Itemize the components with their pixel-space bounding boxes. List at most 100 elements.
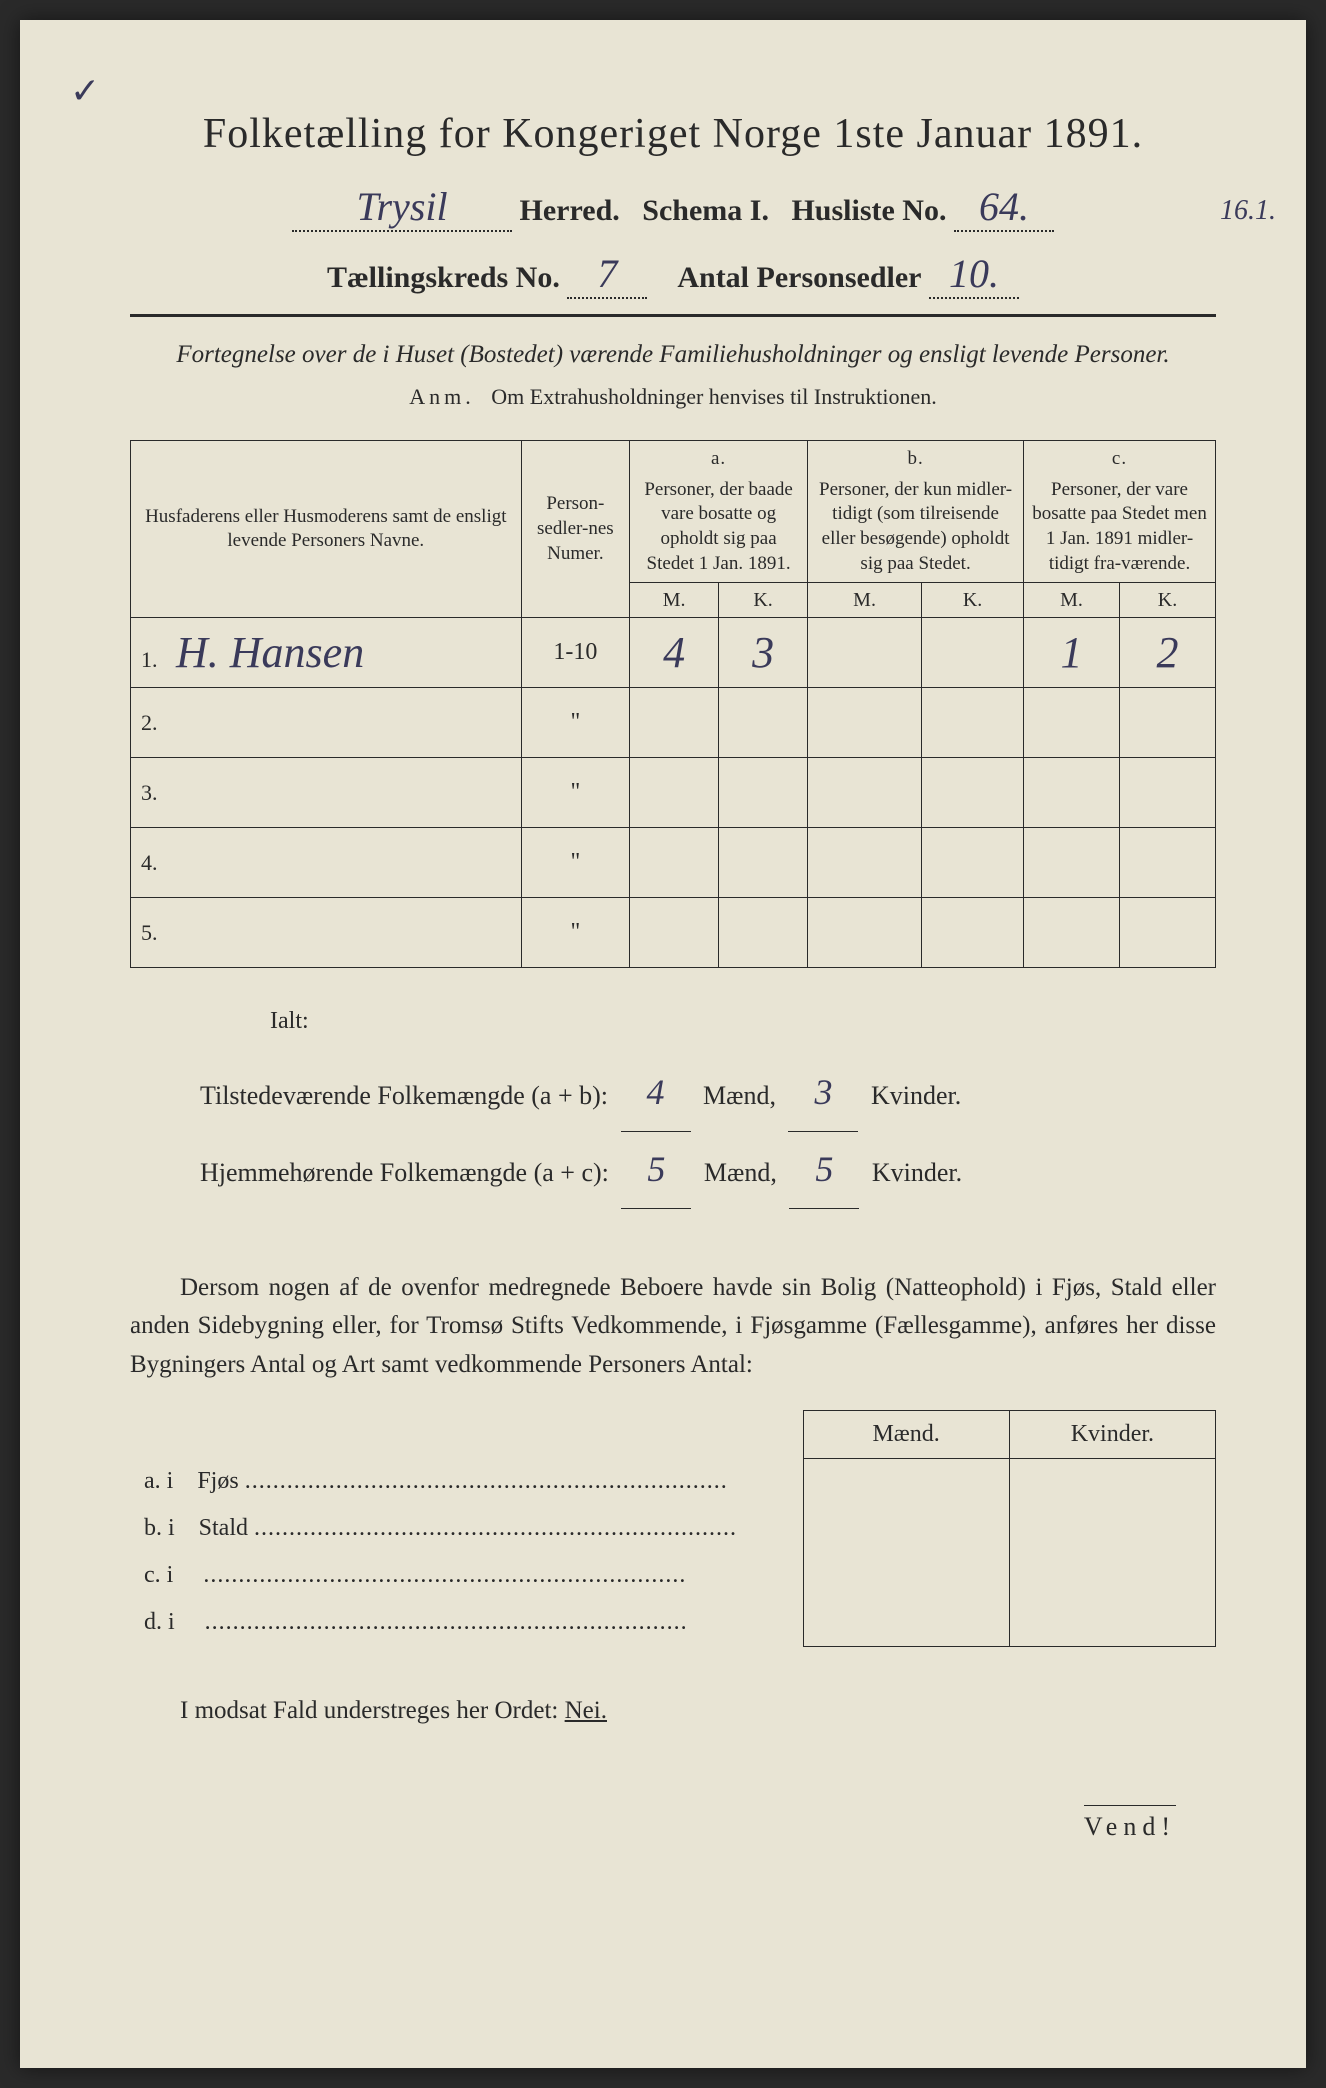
sub-row-m bbox=[803, 1552, 1009, 1599]
row-c-k: 2 bbox=[1119, 618, 1215, 688]
final-pre: I modsat Fald understreges her Ordet: bbox=[180, 1697, 565, 1724]
totals-line-2: Hjemmehørende Folkemængde (a + c): 5 Mæn… bbox=[200, 1132, 1216, 1209]
row-a-m: 4 bbox=[630, 618, 719, 688]
row-b-k bbox=[922, 688, 1024, 758]
row-numer: " bbox=[521, 828, 630, 898]
row-a-m bbox=[630, 898, 719, 968]
kreds-value: 7 bbox=[597, 251, 617, 296]
herred-label: Herred. bbox=[520, 194, 620, 227]
col-c-label: c. bbox=[1024, 441, 1216, 472]
row-b-m bbox=[808, 898, 922, 968]
sub-row-label: c. i bbox=[130, 1552, 803, 1599]
row-c-m: 1 bbox=[1024, 618, 1120, 688]
kreds-label: Tællingskreds No. bbox=[327, 261, 560, 294]
totals-2-k: 5 bbox=[815, 1149, 833, 1189]
subtitle-1: Fortegnelse over de i Huset (Bostedet) v… bbox=[130, 337, 1216, 372]
margin-note: 16.1. bbox=[1220, 195, 1276, 227]
col-b-m: M. bbox=[808, 583, 922, 618]
col-a-label: a. bbox=[630, 441, 808, 472]
antal-label: Antal Personsedler bbox=[677, 261, 921, 294]
row-b-k bbox=[922, 898, 1024, 968]
table-row: 3." bbox=[131, 758, 1216, 828]
totals-maend: Mænd, bbox=[703, 1081, 776, 1110]
tick-mark: ✓ bbox=[70, 70, 100, 112]
schema-label: Schema I. bbox=[642, 194, 769, 227]
sub-row: c. i bbox=[130, 1552, 1216, 1599]
col-a-k: K. bbox=[719, 583, 808, 618]
anm-text: Om Extrahusholdninger henvises til Instr… bbox=[491, 384, 936, 409]
row-c-m bbox=[1024, 758, 1120, 828]
row-name-cell: 5. bbox=[131, 898, 522, 968]
row-b-m bbox=[808, 618, 922, 688]
sub-row: d. i bbox=[130, 1599, 1216, 1646]
row-name-cell: 3. bbox=[131, 758, 522, 828]
sub-row-label: b. i Stald bbox=[130, 1505, 803, 1552]
row-b-m bbox=[808, 758, 922, 828]
sub-kvinder-header: Kvinder. bbox=[1009, 1410, 1215, 1458]
row-b-k bbox=[922, 758, 1024, 828]
row-c-k bbox=[1119, 688, 1215, 758]
row-c-k bbox=[1119, 898, 1215, 968]
row-c-k bbox=[1119, 828, 1215, 898]
col-b-k: K. bbox=[922, 583, 1024, 618]
col-numer-header: Person-sedler-nes Numer. bbox=[521, 441, 630, 618]
subtitle-2: Anm. Om Extrahusholdninger henvises til … bbox=[130, 384, 1216, 410]
totals-2-m: 5 bbox=[647, 1149, 665, 1189]
page-title: Folketælling for Kongeriget Norge 1ste J… bbox=[130, 110, 1216, 158]
final-nei: Nei. bbox=[565, 1697, 607, 1724]
row-a-k bbox=[719, 828, 808, 898]
divider bbox=[130, 314, 1216, 317]
table-row: 4." bbox=[131, 828, 1216, 898]
vend-label: Vend! bbox=[1084, 1805, 1176, 1842]
row-numer: " bbox=[521, 688, 630, 758]
col-c-header: Personer, der vare bosatte paa Stedet me… bbox=[1024, 472, 1216, 583]
totals-kvinder: Kvinder. bbox=[871, 1081, 961, 1110]
totals-1-label: Tilstedeværende Folkemængde (a + b): bbox=[200, 1081, 608, 1110]
herred-value: Trysil bbox=[356, 184, 447, 229]
row-b-k bbox=[922, 828, 1024, 898]
row-numer: 1-10 bbox=[521, 618, 630, 688]
row-c-m bbox=[1024, 898, 1120, 968]
husliste-value: 64. bbox=[979, 184, 1029, 229]
table-row: 5. " bbox=[131, 898, 1216, 968]
row-number: 5. bbox=[141, 920, 166, 946]
row-b-m bbox=[808, 688, 922, 758]
totals-kvinder-2: Kvinder. bbox=[872, 1158, 962, 1187]
row-a-k bbox=[719, 688, 808, 758]
census-form-page: ✓ 16.1. Folketælling for Kongeriget Norg… bbox=[20, 20, 1306, 2068]
row-number: 2. bbox=[141, 710, 166, 736]
row-numer: " bbox=[521, 898, 630, 968]
table-row: 1.H. Hansen1-1043 12 bbox=[131, 618, 1216, 688]
col-c-m: M. bbox=[1024, 583, 1120, 618]
header-line-2: Trysil Herred. Schema I. Husliste No. 64… bbox=[130, 183, 1216, 232]
sub-row-m bbox=[803, 1599, 1009, 1646]
sub-row-k bbox=[1009, 1505, 1215, 1552]
main-table: Husfaderens eller Husmoderens samt de en… bbox=[130, 440, 1216, 968]
totals-1-m: 4 bbox=[647, 1072, 665, 1112]
sub-row-label: d. i bbox=[130, 1599, 803, 1646]
totals-2-label: Hjemmehørende Folkemængde (a + c): bbox=[200, 1158, 609, 1187]
row-name-cell: 2. bbox=[131, 688, 522, 758]
col-name-header: Husfaderens eller Husmoderens samt de en… bbox=[131, 441, 522, 618]
row-numer: " bbox=[521, 758, 630, 828]
totals-block: Tilstedeværende Folkemængde (a + b): 4 M… bbox=[200, 1055, 1216, 1208]
sub-row: a. i Fjøs bbox=[130, 1458, 1216, 1505]
row-a-k bbox=[719, 758, 808, 828]
row-a-m bbox=[630, 688, 719, 758]
row-a-m bbox=[630, 758, 719, 828]
row-name-cell: 1.H. Hansen bbox=[131, 618, 522, 688]
row-c-k bbox=[1119, 758, 1215, 828]
row-a-k: 3 bbox=[719, 618, 808, 688]
row-b-m bbox=[808, 828, 922, 898]
col-c-k: K. bbox=[1119, 583, 1215, 618]
sub-row-k bbox=[1009, 1599, 1215, 1646]
husliste-label: Husliste No. bbox=[791, 194, 946, 227]
row-a-k bbox=[719, 898, 808, 968]
row-a-m bbox=[630, 828, 719, 898]
sub-row: b. i Stald bbox=[130, 1505, 1216, 1552]
table-row: 2. " bbox=[131, 688, 1216, 758]
sub-row-m bbox=[803, 1505, 1009, 1552]
sub-maend-header: Mænd. bbox=[803, 1410, 1009, 1458]
row-number: 1. bbox=[141, 647, 166, 673]
row-b-k bbox=[922, 618, 1024, 688]
